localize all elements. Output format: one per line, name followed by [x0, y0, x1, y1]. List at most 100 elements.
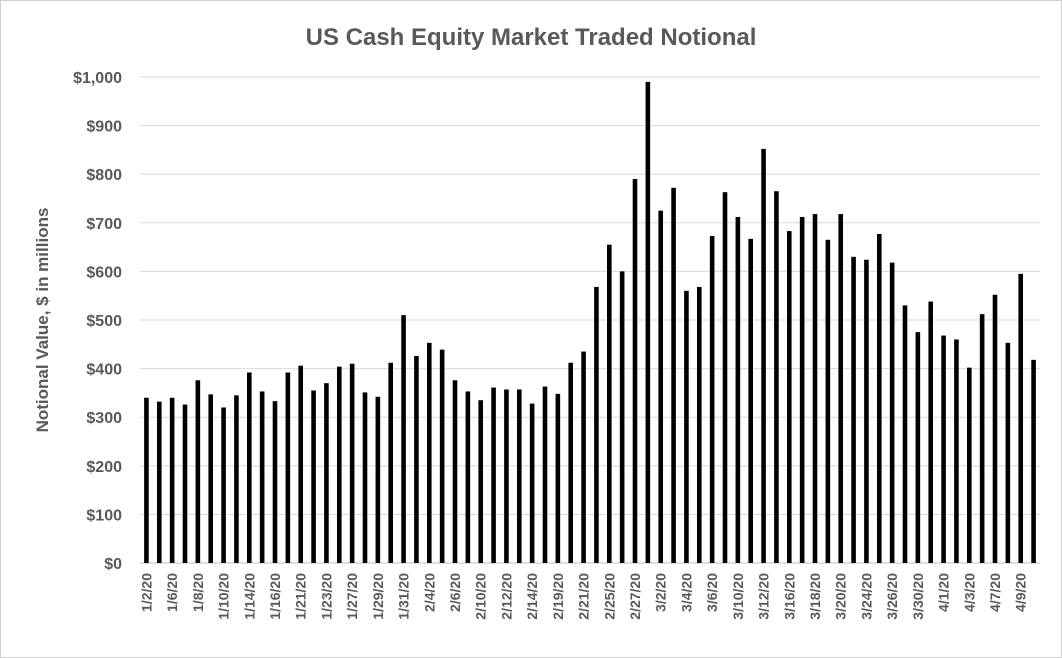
bar	[992, 294, 998, 563]
x-tick-label: 3/12/20	[756, 573, 772, 620]
x-tick-label: 1/16/20	[267, 573, 283, 620]
bar	[786, 231, 792, 563]
bar	[838, 214, 844, 563]
bar	[1005, 342, 1011, 563]
y-tick-label: $800	[86, 167, 122, 184]
bar	[182, 404, 188, 563]
bar	[375, 396, 381, 563]
bar	[594, 286, 599, 563]
x-tick-label: 2/27/20	[627, 573, 643, 620]
y-tick-label: $100	[86, 507, 122, 524]
chart-title: US Cash Equity Market Traded Notional	[306, 24, 757, 51]
bar	[902, 305, 908, 563]
y-tick-label: $0	[104, 556, 122, 573]
bar	[465, 391, 471, 563]
x-tick-label: 3/18/20	[807, 573, 823, 620]
bar	[452, 380, 458, 563]
bar	[812, 214, 818, 563]
bar	[401, 315, 406, 563]
bar	[388, 362, 394, 563]
bar	[979, 314, 985, 563]
bar	[414, 355, 419, 563]
bar	[645, 81, 651, 564]
bar	[954, 339, 959, 563]
bar	[426, 342, 432, 563]
bar	[221, 407, 226, 563]
bar	[156, 401, 162, 563]
bar	[671, 187, 676, 564]
bar	[1031, 359, 1036, 563]
bar	[864, 259, 869, 563]
bar	[362, 392, 368, 563]
x-tick-label: 1/14/20	[241, 573, 257, 620]
x-tick-label: 1/23/20	[318, 573, 334, 620]
bar	[144, 397, 149, 563]
bar	[761, 148, 766, 564]
bar	[735, 216, 741, 563]
x-tick-label: 2/19/20	[550, 573, 566, 620]
x-tick-label: 2/21/20	[576, 573, 592, 620]
x-tick-label: 2/12/20	[498, 573, 514, 620]
y-tick-label: $500	[86, 313, 122, 330]
bar	[491, 387, 496, 563]
x-tick-label: 3/6/20	[704, 573, 720, 612]
bar	[285, 372, 291, 563]
x-tick-label: 3/26/20	[884, 573, 900, 620]
y-tick-label: $700	[86, 216, 122, 233]
x-tick-label: 2/10/20	[473, 573, 489, 620]
x-tick-label: 2/25/20	[601, 573, 617, 620]
bar	[915, 332, 921, 563]
bar	[246, 372, 252, 563]
bar	[606, 244, 612, 564]
bar	[658, 210, 664, 563]
bar	[195, 380, 201, 563]
x-tick-label: 3/10/20	[730, 573, 746, 620]
bar	[555, 393, 561, 563]
bar	[722, 192, 728, 563]
bar	[208, 394, 214, 563]
x-tick-label: 3/4/20	[678, 573, 694, 612]
bar	[696, 286, 702, 563]
bar	[439, 349, 445, 563]
bar	[478, 400, 484, 563]
bar	[234, 395, 239, 563]
bar	[349, 363, 355, 563]
x-tick-label: 1/2/20	[138, 573, 154, 612]
x-tick-label: 3/24/20	[858, 573, 874, 620]
bar	[169, 397, 175, 563]
y-axis-title: Notional Value, $ in millions	[33, 208, 52, 433]
bar	[799, 216, 805, 563]
x-tick-label: 1/8/20	[190, 573, 206, 612]
x-tick-label: 4/9/20	[1013, 573, 1029, 612]
x-tick-label: 1/10/20	[216, 573, 232, 620]
bar	[298, 365, 304, 563]
x-tick-label: 3/2/20	[653, 573, 669, 612]
bar	[928, 301, 934, 563]
bar	[336, 366, 342, 563]
bar	[1018, 273, 1024, 563]
x-tick-label: 4/3/20	[961, 573, 977, 612]
bar	[619, 271, 625, 563]
bar	[259, 391, 265, 563]
bar	[632, 179, 638, 563]
bar	[748, 238, 754, 563]
bar	[324, 383, 329, 563]
bar	[684, 290, 689, 563]
bar	[272, 401, 278, 563]
bar	[889, 262, 895, 563]
x-tick-label: 3/16/20	[781, 573, 797, 620]
bar	[581, 351, 586, 563]
y-tick-label: $900	[86, 119, 122, 136]
bar	[504, 389, 509, 563]
y-tick-label: $200	[86, 459, 122, 476]
x-tick-label: 4/7/20	[987, 573, 1003, 612]
bar	[516, 389, 522, 563]
bar	[529, 403, 535, 563]
bar	[941, 335, 946, 563]
bar	[966, 367, 972, 563]
x-tick-label: 1/27/20	[344, 573, 360, 620]
bar	[568, 362, 574, 563]
x-tick-label: 1/31/20	[396, 573, 412, 620]
x-tick-label: 3/20/20	[833, 573, 849, 620]
x-tick-label: 4/1/20	[936, 573, 952, 612]
